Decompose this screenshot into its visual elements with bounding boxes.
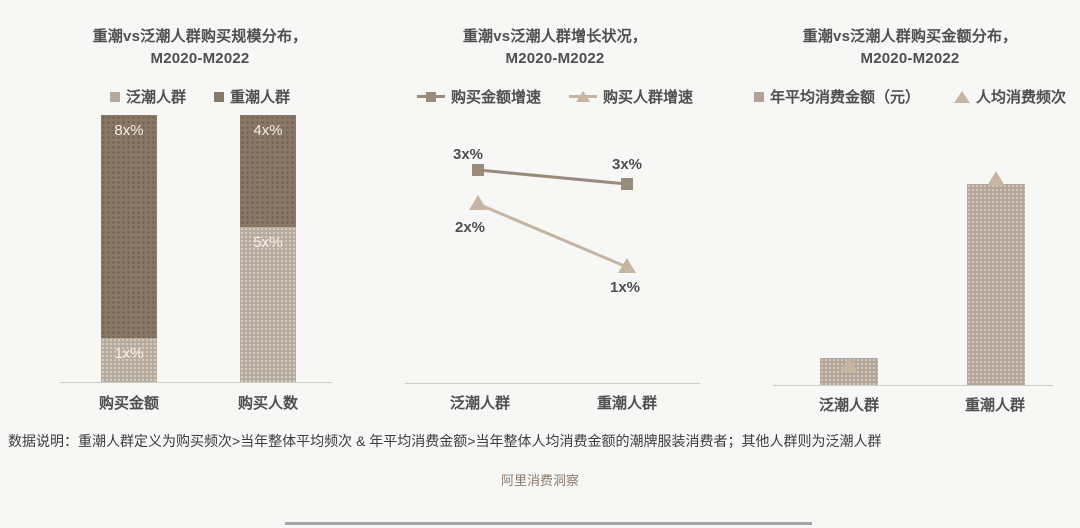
chart1-title: 重潮vs泛潮人群购买规模分布， M2020-M2022 <box>40 26 360 70</box>
legend-square <box>425 92 436 102</box>
legend-label: 年平均消费金额（元） <box>769 89 920 106</box>
point-label-people-fan: 2x% <box>454 219 486 236</box>
chart-purchase-scale-distribution: 重潮vs泛潮人群购买规模分布， M2020-M2022 泛潮人群 重潮人群 8x… <box>60 22 340 422</box>
chart1-xlabel-count: 购买人数 <box>237 395 298 412</box>
chart2-title: 重潮vs泛潮人群增长状况， M2020-M2022 <box>380 26 730 70</box>
bottom-divider <box>285 522 812 525</box>
chart3-title-line1: 重潮vs泛潮人群购买金额分布， <box>802 28 1018 45</box>
chart1-legend-item-fan: 泛潮人群 <box>109 86 186 107</box>
chart3-legend-item-frequency: 人均消费频次 <box>954 86 1066 107</box>
legend-label: 泛潮人群 <box>125 89 186 106</box>
legend-label: 购买人群增速 <box>603 89 694 106</box>
segment-value: 8x% <box>114 122 144 139</box>
legend-label: 购买金额增速 <box>450 89 541 106</box>
chart1-title-line1: 重潮vs泛潮人群购买规模分布， <box>92 28 308 45</box>
point-label-amount-fan: 3x% <box>452 146 484 163</box>
chart1-x-axis <box>60 382 332 383</box>
segment-heavy: 4x% <box>240 115 296 228</box>
chart3-title: 重潮vs泛潮人群购买金额分布， M2020-M2022 <box>735 26 1080 70</box>
segment-value: 1x% <box>114 344 144 362</box>
chart-spend-amount-distribution: 重潮vs泛潮人群购买金额分布， M2020-M2022 年平均消费金额（元） 人… <box>753 22 1066 422</box>
square-marker <box>621 178 633 190</box>
chart3-xlabel-heavy: 重潮人群 <box>964 397 1025 414</box>
frequency-triangle-fan <box>840 357 858 372</box>
line-people-growth <box>477 202 628 269</box>
line-triangle-icon <box>569 89 597 104</box>
chart3-xlabel-fan: 泛潮人群 <box>818 397 879 414</box>
stacked-bar-purchase-amount: 8x% 1x% <box>101 115 157 382</box>
chart1-legend-item-heavy: 重潮人群 <box>214 86 290 107</box>
chart-growth-status: 重潮vs泛潮人群增长状况， M2020-M2022 购买金额增速 购买人群增速 <box>400 22 710 422</box>
triangle-marker <box>618 258 636 273</box>
chart3-plot <box>755 148 1065 385</box>
frequency-triangle-heavy <box>987 171 1005 186</box>
square-marker <box>472 164 484 176</box>
chart1-subtitle: M2020-M2022 <box>150 50 250 67</box>
segment-value: 4x% <box>253 122 283 139</box>
chart2-x-axis <box>405 383 700 384</box>
segment-value: 5x% <box>253 234 283 252</box>
stacked-bar-purchase-count: 4x% 5x% <box>240 115 296 382</box>
chart1-legend: 泛潮人群 重潮人群 <box>40 86 360 107</box>
chart2-xlabel-heavy: 重潮人群 <box>596 395 657 412</box>
chart2-legend: 购买金额增速 购买人群增速 <box>380 86 730 107</box>
segment-fan: 5x% <box>240 227 296 382</box>
chart2-plot <box>469 164 636 273</box>
point-label-amount-heavy: 3x% <box>611 156 643 173</box>
legend-triangle <box>576 91 590 102</box>
legend-square-icon <box>109 91 120 102</box>
chart3-x-axis <box>773 385 1053 386</box>
chart2-legend-item-people-growth: 购买人群增速 <box>569 86 693 107</box>
legend-triangle-icon <box>954 90 970 103</box>
data-note: 数据说明：重潮人群定义为购买频次>当年整体平均频次 & 年平均消费金额>当年整体… <box>8 433 882 449</box>
chart2-xlabel-fan: 泛潮人群 <box>449 395 510 412</box>
segment-fan: 1x% <box>101 337 157 382</box>
line-square-icon <box>416 89 445 104</box>
chart2-subtitle: M2020-M2022 <box>505 50 605 67</box>
chart1-xlabel-amount: 购买金额 <box>98 395 159 412</box>
chart3-legend-item-avg-spend: 年平均消费金额（元） <box>753 86 920 107</box>
source-caption: 阿里消费洞察 <box>500 473 579 488</box>
legend-label: 人均消费频次 <box>976 89 1067 106</box>
chart2-title-line1: 重潮vs泛潮人群增长状况， <box>462 28 648 45</box>
chart3-subtitle: M2020-M2022 <box>860 50 960 67</box>
legend-label: 重潮人群 <box>230 89 291 106</box>
legend-square-icon <box>214 91 224 102</box>
bar-avg-spend-heavy <box>967 184 1025 385</box>
chart1-plot: 8x% 1x% 4x% 5x% <box>60 115 340 382</box>
triangle-marker <box>469 195 487 210</box>
chart2-legend-item-amount-growth: 购买金额增速 <box>416 86 541 107</box>
segment-heavy: 8x% <box>101 115 157 338</box>
line-amount-growth <box>477 168 628 186</box>
chart3-legend: 年平均消费金额（元） 人均消费频次 <box>735 86 1080 107</box>
legend-square-icon <box>753 91 764 102</box>
point-label-people-heavy: 1x% <box>609 279 641 296</box>
